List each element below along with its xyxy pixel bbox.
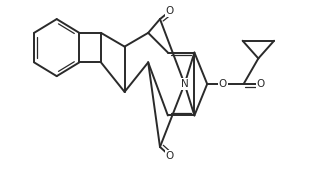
Text: N: N [181,79,189,89]
Text: O: O [219,79,227,89]
Text: O: O [166,151,174,161]
Text: O: O [166,6,174,16]
Text: O: O [256,79,265,89]
